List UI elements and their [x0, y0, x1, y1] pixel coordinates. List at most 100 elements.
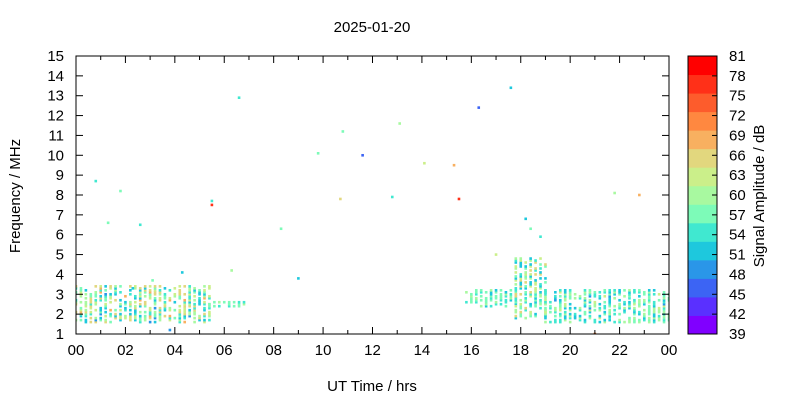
signal-cell: [568, 292, 572, 296]
signal-cell: [578, 308, 582, 312]
signal-cell: [647, 316, 651, 320]
signal-cell: [583, 296, 587, 300]
colorbar-tick-label: 54: [729, 227, 746, 244]
signal-cell: [168, 314, 172, 318]
signal-cell: [519, 261, 523, 264]
signal-cell: [198, 289, 201, 292]
signal-cell: [554, 298, 557, 302]
signal-cell: [138, 287, 142, 290]
signal-cell: [613, 308, 616, 312]
signal-cell: [183, 308, 187, 312]
signal-cell: [193, 310, 196, 314]
signal-cell: [588, 291, 592, 294]
signal-cell: [662, 320, 666, 324]
signal-cell: [514, 296, 518, 300]
signal-cell: [203, 292, 206, 296]
signal-cell: [79, 318, 83, 322]
signal-cell: [633, 320, 636, 324]
signal-cell: [603, 291, 607, 294]
signal-cell: [578, 306, 582, 310]
signal-cell: [134, 287, 137, 290]
signal-cell: [208, 296, 211, 300]
signal-cell: [514, 304, 518, 308]
colorbar-segment: [688, 222, 717, 242]
signal-cell: [657, 298, 661, 302]
signal-cell: [470, 298, 473, 302]
signal-point: [210, 203, 214, 207]
signal-cell: [208, 310, 211, 314]
signal-cell: [470, 294, 473, 298]
signal-cell: [613, 312, 616, 316]
y-tick-label: 8: [56, 187, 64, 204]
signal-cell: [143, 314, 147, 318]
signal-cell: [188, 312, 191, 316]
signal-cell: [89, 312, 93, 316]
signal-cell: [94, 294, 98, 298]
signal-cell: [138, 302, 142, 306]
signal-cell: [84, 312, 88, 316]
signal-cell: [544, 298, 547, 302]
signal-cell: [524, 296, 527, 300]
signal-cell: [623, 302, 626, 306]
signal-cell: [114, 312, 117, 316]
signal-cell: [158, 314, 162, 318]
signal-point: [94, 179, 98, 183]
signal-cell: [84, 310, 88, 314]
signal-cell: [539, 277, 542, 280]
signal-cell: [163, 300, 167, 304]
x-axis-title: UT Time / hrs: [327, 378, 417, 395]
signal-cell: [529, 310, 532, 314]
signal-cell: [129, 308, 132, 312]
signal-cell: [623, 294, 626, 298]
signal-cell: [667, 298, 669, 302]
signal-cell: [519, 257, 523, 260]
signal-cell: [519, 292, 523, 296]
signal-cell: [642, 314, 646, 318]
signal-cell: [618, 289, 621, 292]
signal-cell: [667, 318, 669, 322]
signal-cell: [544, 291, 547, 294]
signal-cell: [114, 298, 117, 302]
signal-cell: [208, 285, 211, 288]
signal-point: [316, 152, 320, 155]
signal-cell: [138, 296, 142, 300]
signal-cell: [514, 279, 518, 282]
signal-cell: [563, 318, 567, 322]
signal-cell: [138, 320, 142, 324]
signal-cell: [158, 296, 162, 300]
signal-cell: [642, 292, 646, 296]
signal-cell: [203, 291, 206, 294]
signal-cell: [588, 314, 592, 318]
signal-cell: [623, 310, 626, 314]
colorbar-tick-label: 81: [729, 48, 746, 65]
signal-cell: [104, 310, 107, 314]
y-tick-label: 14: [47, 68, 64, 85]
signal-cell: [109, 312, 112, 316]
signal-point: [210, 199, 214, 203]
y-tick-label: 12: [47, 108, 64, 125]
signal-cell: [104, 294, 107, 298]
signal-cell: [554, 308, 557, 312]
y-tick-label: 11: [48, 127, 64, 144]
signal-cell: [188, 289, 191, 292]
signal-cell: [79, 314, 83, 318]
signal-cell: [198, 302, 201, 306]
signal-cell: [104, 302, 107, 306]
signal-cell: [470, 296, 473, 300]
signal-cell: [178, 285, 182, 288]
signal-cell: [499, 292, 503, 296]
signal-cell: [173, 294, 177, 298]
signal-cell: [647, 308, 651, 312]
signal-cell: [647, 298, 651, 302]
signal-cell: [489, 289, 493, 292]
signal-cell: [494, 289, 498, 292]
signal-cell: [499, 298, 503, 302]
signal-cell: [539, 287, 542, 290]
signal-cell: [237, 304, 241, 308]
signal-cell: [588, 300, 592, 304]
signal-cell: [633, 298, 636, 302]
signal-cell: [183, 314, 187, 318]
signal-cell: [524, 281, 527, 284]
signal-cell: [188, 294, 191, 298]
signal-cell: [544, 277, 547, 280]
